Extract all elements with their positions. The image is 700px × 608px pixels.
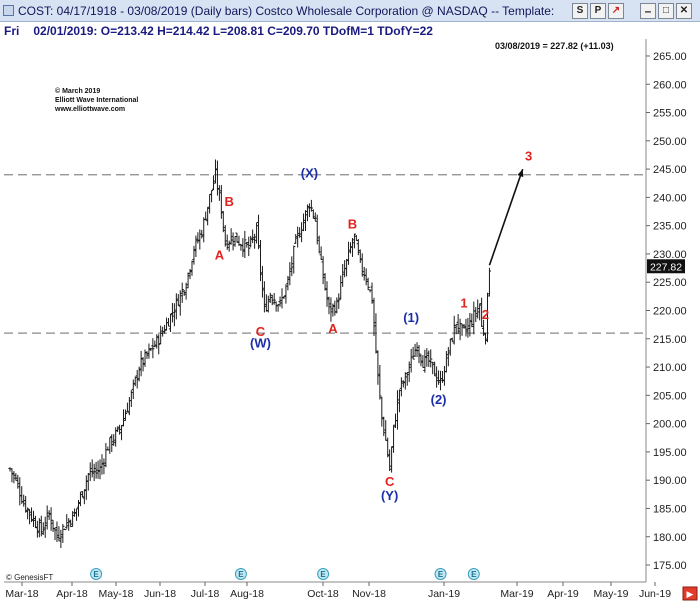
wave-label: 2 bbox=[482, 307, 489, 322]
event-marker-glyph: E bbox=[93, 570, 99, 579]
price-tick-label: 220.00 bbox=[653, 306, 687, 318]
wave-label: A bbox=[215, 248, 225, 263]
copyright-line-3: www.elliottwave.com bbox=[55, 106, 126, 113]
symbol-button[interactable]: S bbox=[572, 3, 588, 19]
minimize-button[interactable]: – bbox=[640, 3, 656, 19]
price-tick-label: 265.00 bbox=[653, 51, 687, 63]
price-tick-label: 205.00 bbox=[653, 390, 687, 402]
time-tick-label: Nov-18 bbox=[352, 588, 386, 600]
event-marker-glyph: E bbox=[471, 570, 477, 579]
price-tick-label: 195.00 bbox=[653, 447, 687, 459]
close-button[interactable]: ✕ bbox=[676, 3, 692, 19]
time-tick-label: May-18 bbox=[98, 588, 133, 600]
day-label: Fri bbox=[4, 24, 20, 38]
price-tick-label: 240.00 bbox=[653, 192, 687, 204]
wave-label: C bbox=[385, 474, 395, 489]
event-marker-glyph: E bbox=[438, 570, 444, 579]
time-tick-label: Jun-19 bbox=[639, 588, 671, 600]
price-tick-label: 235.00 bbox=[653, 221, 687, 233]
price-tick-label: 225.00 bbox=[653, 277, 687, 289]
event-marker-circle bbox=[234, 568, 247, 580]
time-tick-label: Apr-19 bbox=[547, 588, 579, 600]
event-marker-circle bbox=[467, 568, 480, 580]
event-marker-icon: E bbox=[467, 568, 480, 580]
event-marker-circle bbox=[90, 568, 103, 580]
price-tick-label: 190.00 bbox=[653, 475, 687, 487]
grid-layer bbox=[4, 174, 646, 334]
ohlc-values: 02/01/2019: O=213.42 H=214.42 L=208.81 C… bbox=[33, 24, 433, 38]
last-price-tag: 227.82 bbox=[650, 261, 682, 273]
price-tick-label: 245.00 bbox=[653, 164, 687, 176]
scroll-right-icon: ▶ bbox=[687, 589, 694, 599]
copyright-note: © March 2019 Elliott Wave International … bbox=[55, 87, 138, 114]
time-tick-label: Mar-19 bbox=[500, 588, 533, 600]
event-marker-icon: E bbox=[434, 568, 447, 580]
wave-label: (1) bbox=[403, 310, 419, 325]
event-marker-circle bbox=[434, 568, 447, 580]
time-tick-label: Jun-18 bbox=[144, 588, 176, 600]
wave-label: (2) bbox=[431, 392, 447, 407]
time-tick-label: Aug-18 bbox=[230, 588, 264, 600]
scroll-right-button bbox=[682, 586, 698, 601]
app-icon bbox=[3, 5, 14, 16]
source-label: © GenesisFT bbox=[6, 573, 54, 582]
event-marker-icon: E bbox=[90, 568, 103, 580]
time-tick-label: Jan-19 bbox=[428, 588, 460, 600]
time-tick-label: Apr-18 bbox=[56, 588, 88, 600]
time-tick-label: May-19 bbox=[593, 588, 628, 600]
time-tick-label: Oct-18 bbox=[307, 588, 339, 600]
time-tick-label: Jul-18 bbox=[191, 588, 220, 600]
copyright-line-2: Elliott Wave International bbox=[55, 97, 139, 104]
wave-label: A bbox=[328, 321, 338, 336]
price-tick-label: 260.00 bbox=[653, 79, 687, 91]
price-tick-label: 250.00 bbox=[653, 136, 687, 148]
wave-label: (X) bbox=[301, 166, 318, 181]
axes-layer: 175.00 180.00 185.00 190.00 195.00 200.00 205.… bbox=[4, 39, 698, 601]
projection-arrow-line bbox=[488, 168, 524, 266]
price-tick-label: 180.00 bbox=[653, 532, 687, 544]
ohlc-readout: Fri 02/01/2019: O=213.42 H=214.42 L=208.8… bbox=[4, 24, 433, 38]
projection-arrow-head bbox=[517, 169, 524, 178]
ohlc-info-bar: Fri 02/01/2019: O=213.42 H=214.42 L=208.8… bbox=[0, 22, 700, 39]
time-tick-label: Mar-18 bbox=[5, 588, 38, 600]
print-button[interactable]: P bbox=[590, 3, 606, 19]
last-price-note: 03/08/2019 = 227.82 (+11.03) bbox=[495, 41, 614, 51]
wave-label: B bbox=[224, 194, 233, 209]
event-marker-icon: E bbox=[317, 568, 330, 580]
price-tick-label: 230.00 bbox=[653, 249, 687, 261]
price-tick-label: 215.00 bbox=[653, 334, 687, 346]
draw-tool-button[interactable]: ↗ bbox=[608, 3, 624, 19]
price-tick-label: 185.00 bbox=[653, 503, 687, 515]
wave-label: C bbox=[256, 324, 266, 339]
price-tick-label: 200.00 bbox=[653, 419, 687, 431]
wave-label: (W) bbox=[250, 335, 271, 350]
wave-label: (Y) bbox=[381, 488, 398, 503]
event-marker-circle bbox=[317, 568, 330, 580]
event-marker-glyph: E bbox=[320, 570, 326, 579]
copyright-line-1: © March 2019 bbox=[55, 88, 101, 95]
window-titlebar: COST: 04/17/1918 - 03/08/2019 (Daily bar… bbox=[0, 0, 700, 22]
wave-label: B bbox=[348, 216, 357, 231]
price-bars bbox=[8, 159, 492, 549]
window-title: COST: 04/17/1918 - 03/08/2019 (Daily bar… bbox=[18, 4, 555, 18]
price-tick-label: 255.00 bbox=[653, 108, 687, 120]
wave-label: 1 bbox=[460, 296, 467, 311]
price-tick-label: 210.00 bbox=[653, 362, 687, 374]
wave-label: 3 bbox=[525, 149, 532, 164]
event-marker-glyph: E bbox=[238, 570, 244, 579]
maximize-button[interactable]: □ bbox=[658, 3, 674, 19]
last-price-tag-box bbox=[647, 259, 685, 274]
chart-area[interactable]: (X) B A B C (W) A (1) 1 2 (2) C (Y) 3 175.00 180.00 185… bbox=[0, 39, 700, 603]
event-marker-icon: E bbox=[234, 568, 247, 580]
price-tick-label: 175.00 bbox=[653, 560, 687, 572]
